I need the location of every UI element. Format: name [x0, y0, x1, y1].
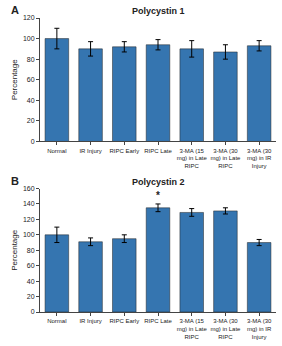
svg-text:160: 160 [23, 185, 35, 192]
svg-text:RIPC Late: RIPC Late [144, 148, 172, 154]
svg-text:0: 0 [31, 308, 35, 315]
svg-text:B: B [11, 175, 19, 187]
svg-text:Normal: Normal [47, 318, 66, 324]
svg-text:*: * [156, 190, 160, 201]
svg-text:20: 20 [27, 293, 35, 300]
svg-text:120: 120 [23, 216, 35, 223]
svg-text:Polycystin 2: Polycystin 2 [132, 177, 185, 187]
svg-text:60: 60 [27, 262, 35, 269]
svg-text:3-MA (30mg) in LateRIPC: 3-MA (30mg) in LateRIPC [210, 148, 241, 170]
svg-text:IR Injury: IR Injury [79, 148, 101, 154]
svg-text:IR Injury: IR Injury [79, 318, 101, 324]
svg-text:3-MA (30mg) in IRInjury: 3-MA (30mg) in IRInjury [247, 318, 272, 340]
svg-text:60: 60 [27, 76, 35, 83]
svg-text:Normal: Normal [47, 148, 66, 154]
svg-text:40: 40 [27, 97, 35, 104]
svg-text:Percentage: Percentage [10, 229, 19, 270]
svg-text:3-MA (30mg) in LateRIPC: 3-MA (30mg) in LateRIPC [210, 318, 241, 340]
svg-text:Percentage: Percentage [10, 59, 19, 100]
svg-text:80: 80 [27, 247, 35, 254]
svg-text:20: 20 [27, 117, 35, 124]
svg-text:140: 140 [23, 200, 35, 207]
svg-text:RIPC Early: RIPC Early [109, 148, 139, 154]
svg-text:120: 120 [23, 14, 35, 21]
svg-text:100: 100 [23, 35, 35, 42]
svg-text:RIPC Early: RIPC Early [109, 318, 139, 324]
svg-text:A: A [11, 4, 19, 16]
svg-text:100: 100 [23, 231, 35, 238]
svg-text:0: 0 [31, 138, 35, 145]
svg-text:3-MA (15mg) in LateRIPC: 3-MA (15mg) in LateRIPC [177, 318, 208, 340]
svg-text:Polycystin 1: Polycystin 1 [132, 6, 185, 16]
svg-text:40: 40 [27, 278, 35, 285]
svg-text:3-MA (15mg) in LateRIPC: 3-MA (15mg) in LateRIPC [177, 148, 208, 170]
svg-text:3-MA (30mg) in IRInjury: 3-MA (30mg) in IRInjury [247, 148, 272, 170]
svg-text:RIPC Late: RIPC Late [144, 318, 172, 324]
svg-text:80: 80 [27, 56, 35, 63]
